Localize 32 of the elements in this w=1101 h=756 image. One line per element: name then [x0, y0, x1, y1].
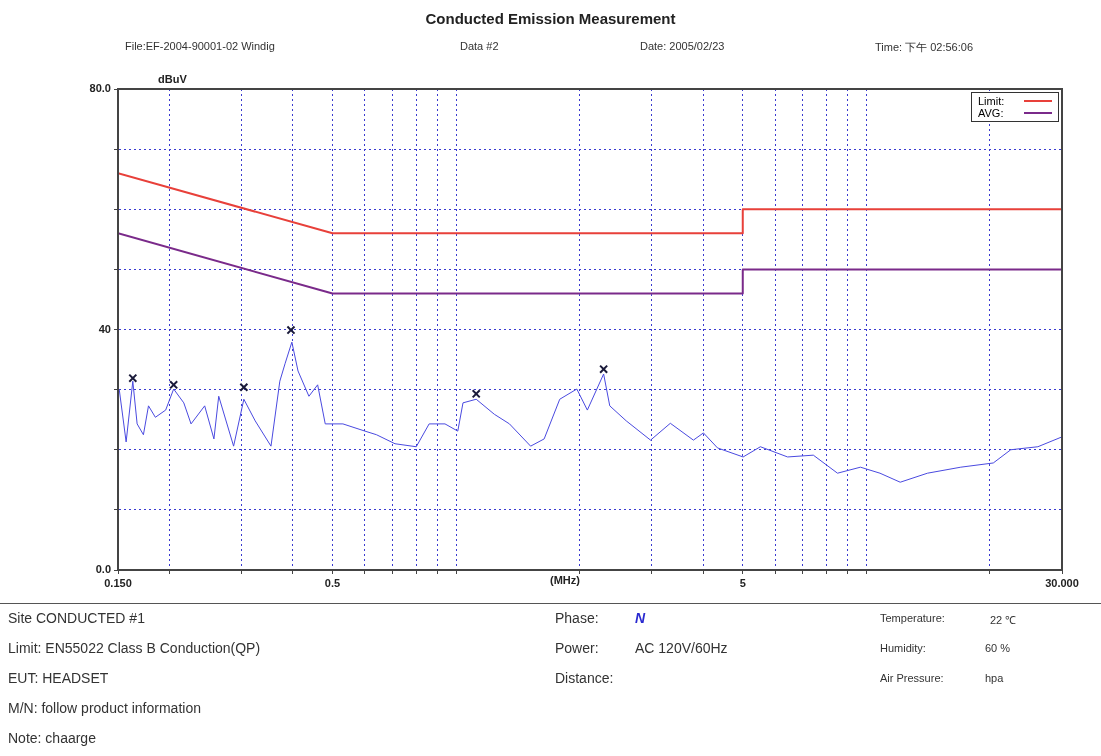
text: Time: 下午 02:56:06	[875, 40, 974, 55]
text: Note: chaarge	[8, 730, 96, 746]
text: EUT: HEADSET	[8, 670, 109, 686]
x-axis-title: (MHz)	[550, 573, 581, 586]
text: Data #2	[460, 40, 499, 52]
legend-label: AVG:	[978, 107, 1004, 119]
text: 60 %	[985, 642, 1011, 654]
y-axis-title: dBuV	[158, 72, 188, 85]
text: 22 ℃	[990, 613, 1017, 627]
text: Phase:	[555, 610, 599, 626]
y-tick-label: 0.0	[95, 563, 111, 576]
text: Limit: EN55022 Class B Conduction(QP)	[8, 640, 261, 656]
text: Distance:	[555, 670, 614, 686]
x-tick-label: 0.150	[104, 576, 132, 589]
x-tick-label: 0.5	[324, 576, 341, 589]
text: Air Pressure:	[880, 672, 944, 684]
y-tick-label: 40	[98, 322, 111, 335]
text: hpa	[985, 672, 1004, 684]
text: Site CONDUCTED #1	[8, 610, 145, 626]
x-tick-label: 30.000	[1045, 576, 1079, 589]
legend-label: Limit:	[978, 95, 1005, 107]
text: N	[635, 610, 646, 626]
text: M/N: follow product information	[8, 700, 201, 716]
text: Temperature:	[880, 612, 945, 624]
text: Date: 2005/02/23	[640, 40, 725, 52]
text: Power:	[555, 640, 599, 656]
text: File:EF-2004-90001-02 Windig	[125, 40, 275, 52]
text: AC 120V/60Hz	[635, 640, 728, 656]
text: Humidity:	[880, 642, 926, 654]
y-tick-label: 80.0	[89, 82, 111, 95]
x-tick-label: 5	[739, 576, 746, 589]
chart-title: Conducted Emission Measurement	[424, 10, 677, 27]
